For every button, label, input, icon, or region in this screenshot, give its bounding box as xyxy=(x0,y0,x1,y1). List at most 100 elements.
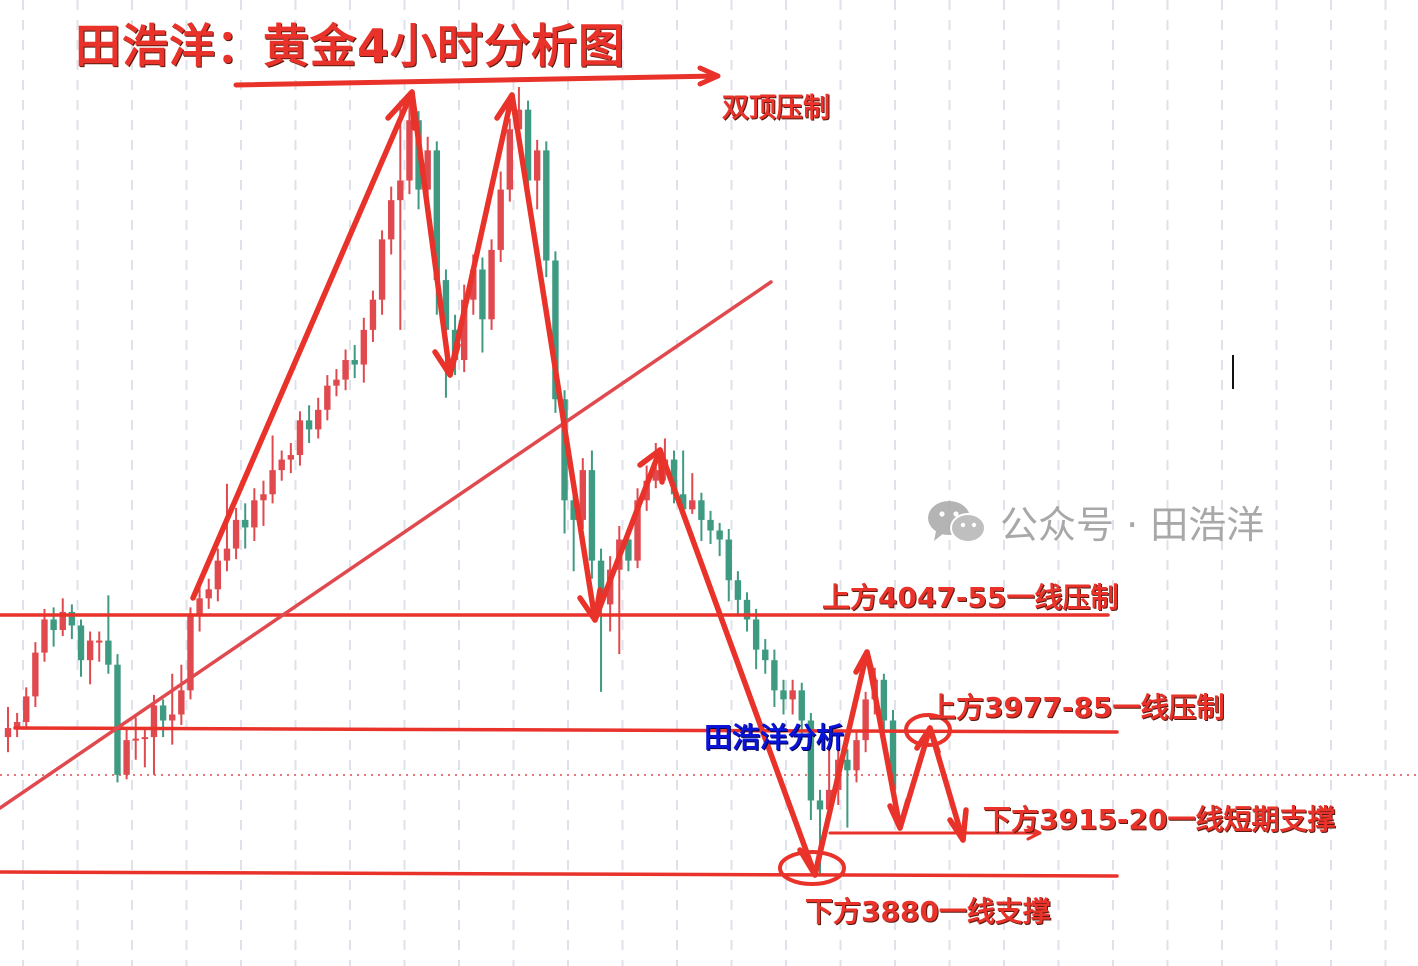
candle xyxy=(141,729,149,768)
candle xyxy=(880,673,888,730)
candle xyxy=(269,435,276,504)
candle-body xyxy=(442,280,450,330)
candle xyxy=(780,679,787,715)
candle xyxy=(41,608,48,662)
candle xyxy=(716,522,723,557)
candle-body xyxy=(570,500,577,520)
candle xyxy=(342,349,349,391)
candle-body xyxy=(378,239,386,300)
candle-body xyxy=(41,619,48,653)
candle-body xyxy=(725,539,732,581)
candle xyxy=(369,290,377,342)
candle-body xyxy=(880,679,888,721)
candle-body xyxy=(132,738,139,741)
candle-body xyxy=(13,722,21,729)
candle-body xyxy=(178,690,185,715)
candle xyxy=(488,239,495,330)
candle-body xyxy=(707,519,714,531)
candle-body xyxy=(488,249,495,320)
candle-body xyxy=(424,150,431,190)
candle-body xyxy=(506,129,514,190)
candle-body xyxy=(588,470,596,561)
wechat-icon xyxy=(928,500,986,543)
candle xyxy=(333,369,340,397)
candle xyxy=(734,571,742,617)
candle-body xyxy=(114,664,121,775)
candle-body xyxy=(296,420,304,456)
candle-body xyxy=(232,519,240,549)
candle-body xyxy=(752,619,760,650)
candle-body xyxy=(470,269,477,300)
candle-body xyxy=(853,740,860,771)
candles xyxy=(4,87,897,875)
candle xyxy=(597,548,605,692)
candle-body xyxy=(798,690,805,721)
candle xyxy=(387,186,395,255)
support-main-label: 下方3880一线支撑 xyxy=(805,895,1051,928)
candle-body xyxy=(406,120,413,181)
candle-body xyxy=(743,599,751,620)
candle-body xyxy=(305,420,313,430)
candle-body xyxy=(333,379,340,386)
candle xyxy=(232,507,240,560)
candle xyxy=(223,483,231,572)
candle xyxy=(68,604,76,640)
double-top-arrow xyxy=(233,65,721,88)
candle xyxy=(178,664,185,726)
support-line-3880 xyxy=(0,870,1119,878)
candle-body xyxy=(86,640,94,661)
candle xyxy=(789,679,796,715)
candle xyxy=(77,619,85,677)
candle xyxy=(506,118,514,202)
candle xyxy=(579,458,586,529)
candle xyxy=(59,598,66,637)
candle xyxy=(86,631,94,685)
support-short-label: 下方3915-20一线短期支撑 xyxy=(983,803,1336,836)
candle xyxy=(479,257,486,353)
candle-body xyxy=(698,500,705,520)
candle xyxy=(205,578,212,609)
candle-body xyxy=(105,640,112,665)
chart-title: 田浩洋：黄金4小时分析图 xyxy=(75,19,626,73)
candle xyxy=(762,639,769,674)
candle xyxy=(305,405,313,443)
candle xyxy=(159,699,167,738)
candle-body xyxy=(315,409,322,430)
candle-body xyxy=(251,500,258,528)
candle-body xyxy=(196,598,203,615)
author-mark: 田浩洋分析 xyxy=(704,721,845,754)
candle xyxy=(324,375,331,421)
candle xyxy=(533,139,541,210)
candle-body xyxy=(716,530,723,540)
candle xyxy=(315,397,322,439)
candle xyxy=(543,141,550,278)
arrowheads xyxy=(385,89,969,878)
candle-body xyxy=(269,470,276,495)
candle-body xyxy=(825,789,833,810)
resistance-lower-label: 上方3977-85一线压制 xyxy=(928,691,1225,724)
candle-body xyxy=(278,459,285,471)
candle-body xyxy=(50,619,57,631)
candle xyxy=(278,450,285,481)
candle-body xyxy=(150,705,158,738)
candle-body xyxy=(734,580,742,600)
candle-body xyxy=(433,150,441,281)
candle xyxy=(287,442,295,474)
candle xyxy=(752,608,760,670)
candle-body xyxy=(287,455,295,460)
candle xyxy=(196,586,203,632)
candle xyxy=(13,712,21,738)
text-cursor xyxy=(1232,355,1234,389)
candle xyxy=(853,729,860,783)
candle-body xyxy=(597,560,605,605)
candle-body xyxy=(77,625,85,661)
candle-body xyxy=(533,150,541,181)
candle-body xyxy=(679,494,687,510)
candle-body xyxy=(524,109,532,181)
candle xyxy=(251,488,258,542)
candle-body xyxy=(689,500,696,510)
candle-body xyxy=(634,500,641,561)
candle-body xyxy=(497,189,504,250)
candle-body xyxy=(32,652,39,697)
